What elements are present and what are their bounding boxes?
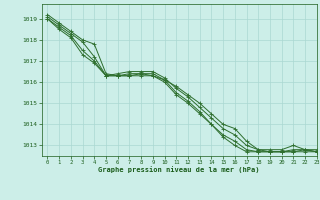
- X-axis label: Graphe pression niveau de la mer (hPa): Graphe pression niveau de la mer (hPa): [99, 167, 260, 173]
